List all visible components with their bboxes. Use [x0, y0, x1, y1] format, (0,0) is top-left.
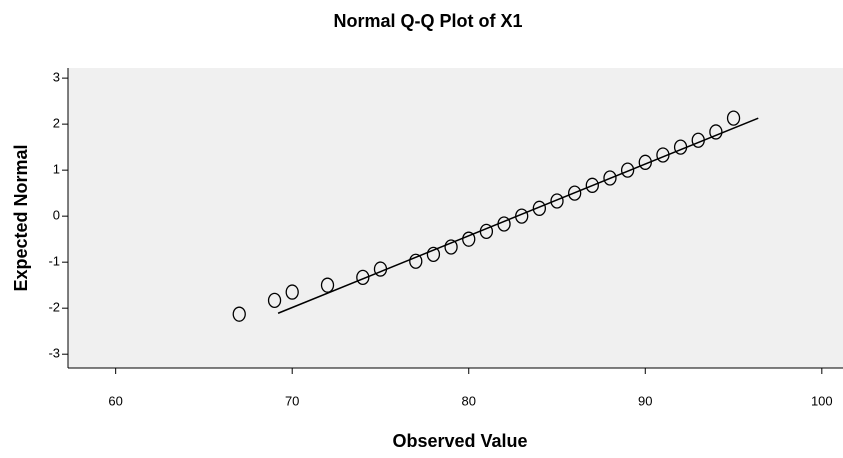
x-tick-label: 60: [108, 393, 122, 408]
y-tick-label: 0: [53, 208, 60, 223]
page: Normal Q-Q Plot of X1 Observed Value Exp…: [0, 0, 843, 453]
x-tick-label: 70: [285, 393, 299, 408]
y-tick-label: 2: [53, 116, 60, 131]
x-tick-label: 90: [638, 393, 652, 408]
y-axis-label: Expected Normal: [11, 144, 31, 291]
y-tick-label: -3: [48, 346, 60, 361]
x-tick-label: 100: [811, 393, 833, 408]
y-tick-label: 1: [53, 162, 60, 177]
plot-area: [68, 68, 843, 368]
y-tick-label: 3: [53, 70, 60, 85]
y-tick-label: -2: [48, 300, 60, 315]
y-tick-label: -1: [48, 254, 60, 269]
chart: Normal Q-Q Plot of X1 Observed Value Exp…: [0, 0, 843, 453]
x-tick-label: 80: [462, 393, 476, 408]
chart-title: Normal Q-Q Plot of X1: [333, 11, 522, 31]
x-axis-label: Observed Value: [392, 431, 527, 451]
